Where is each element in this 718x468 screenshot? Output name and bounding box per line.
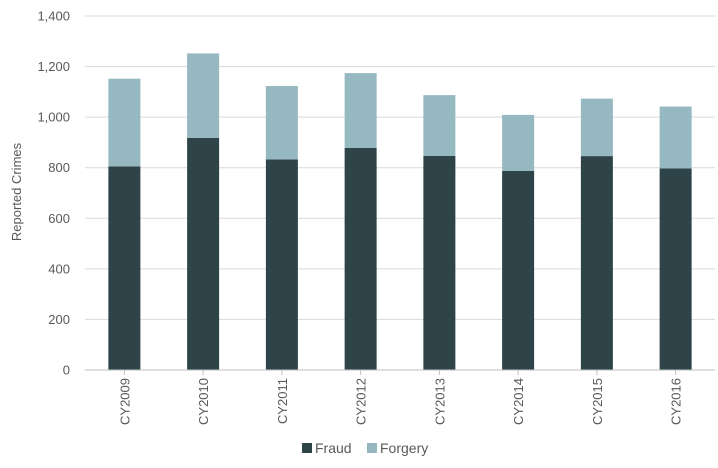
x-tick-label: CY2015: [590, 378, 605, 425]
y-axis-title: Reported Crimes: [9, 142, 24, 241]
bar-forgery-cy2009: [108, 78, 141, 167]
bar-forgery-cy2012: [344, 73, 377, 148]
bar-forgery-cy2016: [659, 106, 692, 169]
bar-fraud-cy2010: [187, 137, 220, 370]
bars: [108, 53, 692, 370]
y-tick-label: 1,200: [37, 59, 70, 74]
y-tick-label: 600: [48, 211, 70, 226]
x-tick-label: CY2012: [354, 378, 369, 425]
bar-forgery-cy2013: [423, 95, 456, 156]
legend: Fraud Forgery: [302, 440, 428, 456]
y-tick-label: 1,400: [37, 9, 70, 24]
y-tick-label: 400: [48, 261, 70, 276]
y-tick-label: 800: [48, 160, 70, 175]
x-tick-label: CY2009: [117, 378, 132, 425]
bar-fraud-cy2015: [580, 156, 613, 370]
x-tick-label: CY2016: [669, 378, 684, 425]
bar-fraud-cy2012: [344, 147, 377, 370]
bar-fraud-cy2011: [265, 159, 298, 370]
axes: 0 200 400 600 800 1,000 1,200 1,400 CY2009 CY2010…: [37, 9, 715, 425]
y-tick-label: 1,000: [37, 110, 70, 125]
bar-fraud-cy2009: [108, 166, 141, 370]
x-tick-label: CY2010: [196, 378, 211, 425]
bar-fraud-cy2016: [659, 168, 692, 370]
y-tick-label: 0: [63, 363, 70, 378]
bar-forgery-cy2011: [265, 86, 298, 160]
legend-label-forgery: Forgery: [380, 440, 428, 456]
gridlines: [85, 15, 715, 320]
legend-swatch-fraud: [302, 443, 312, 453]
legend-label-fraud: Fraud: [315, 440, 352, 456]
legend-swatch-forgery: [367, 443, 377, 453]
bar-fraud-cy2014: [502, 171, 535, 370]
bar-forgery-cy2010: [187, 53, 220, 138]
x-tick-label: CY2013: [432, 378, 447, 425]
x-tick-label: CY2014: [511, 378, 526, 425]
bar-forgery-cy2015: [580, 98, 613, 157]
bar-fraud-cy2013: [423, 155, 456, 370]
bar-forgery-cy2014: [502, 114, 535, 172]
y-tick-label: 200: [48, 312, 70, 327]
x-tick-label: CY2011: [275, 378, 290, 424]
